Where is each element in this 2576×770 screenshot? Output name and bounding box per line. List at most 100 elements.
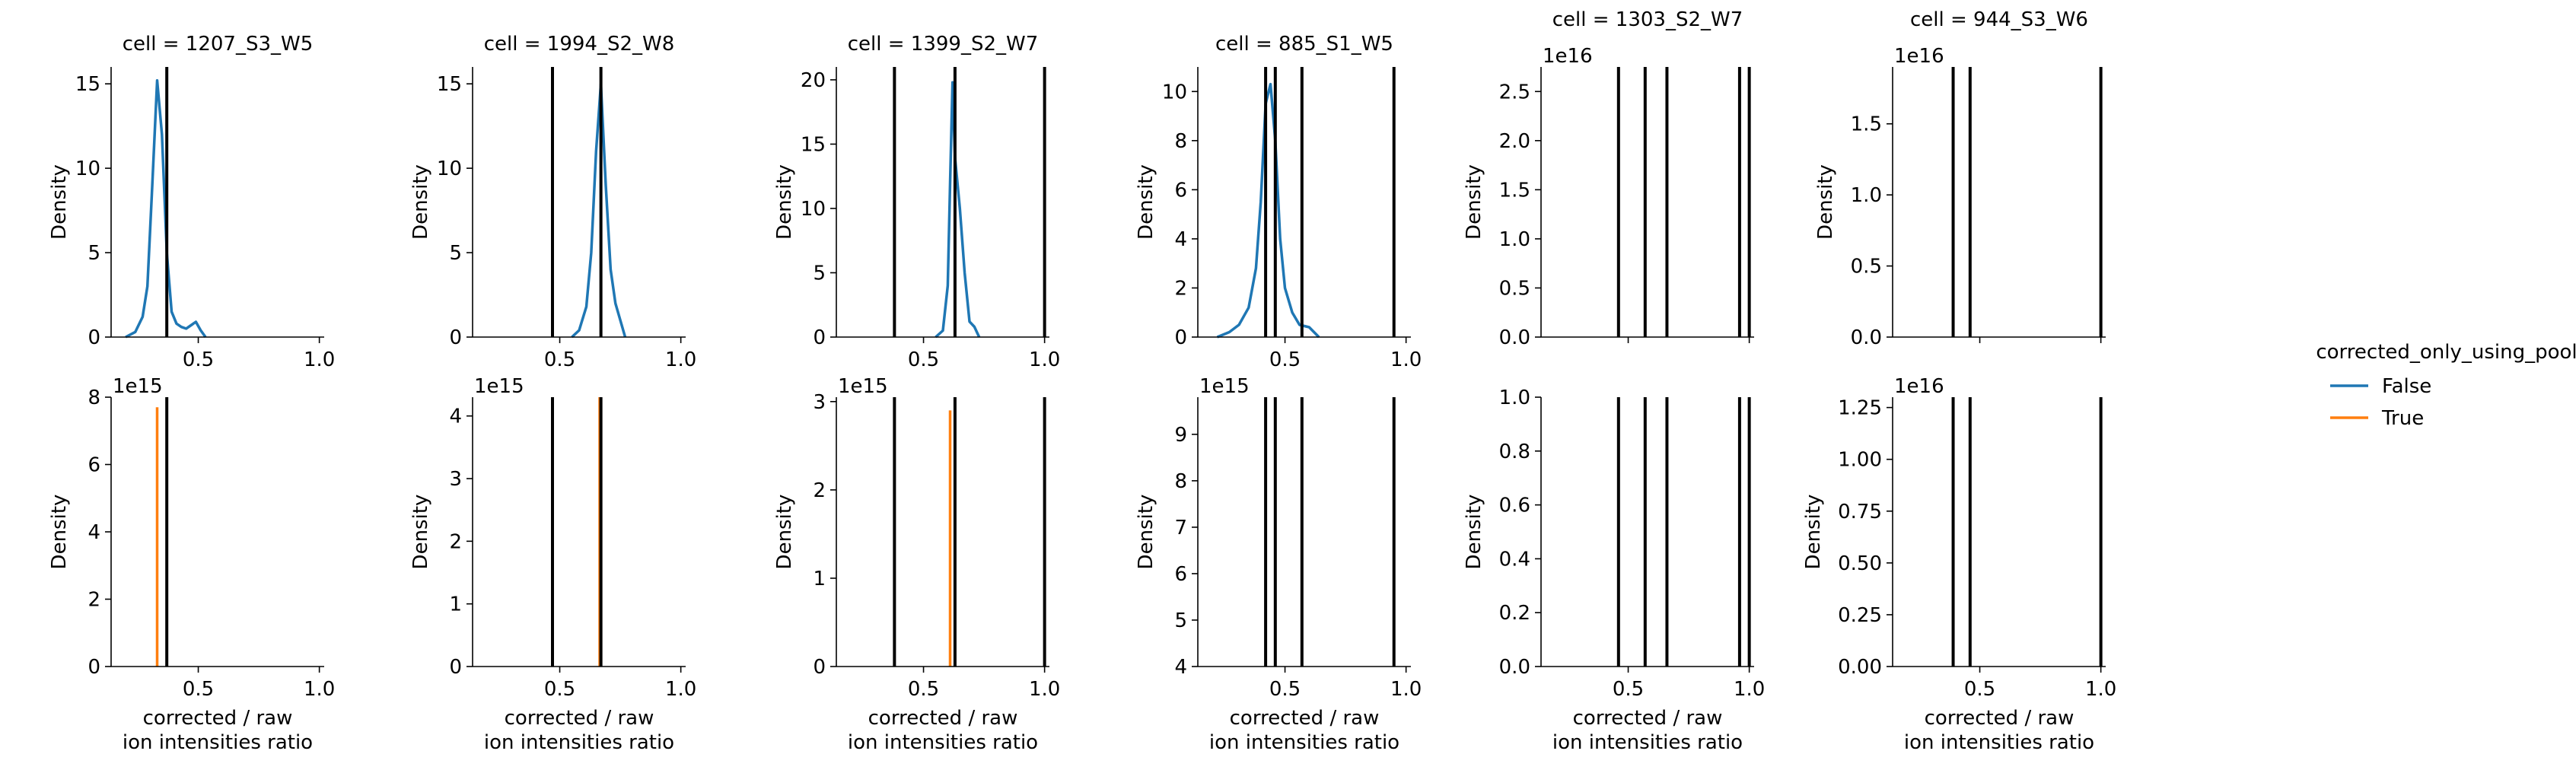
y-tick-label: 0.5 xyxy=(1499,277,1530,300)
x-tick-label: 1.0 xyxy=(1390,678,1422,701)
x-tick-label: 0.5 xyxy=(908,678,939,701)
y-tick-label: 10 xyxy=(75,158,100,180)
y-offset-text: 1e15 xyxy=(474,375,524,398)
y-tick-label: 15 xyxy=(437,73,462,96)
panel-title: cell = 944_S3_W6 xyxy=(1910,8,2088,31)
y-tick-label: 8 xyxy=(88,387,100,409)
panel-5: cell = 1303_S2_W7 0.0 0.5 1.0 1.5 2.0 2.5 1e16 D… xyxy=(1463,8,1754,349)
y-tick-label: 10 xyxy=(437,158,462,180)
panel-11: 0.0 0.2 0.4 0.6 0.8 1.0 0.5 1.0 Density corrected… xyxy=(1463,387,1765,754)
x-axis-label: ion intensities ratio xyxy=(1209,731,1399,754)
x-tick-label: 0.5 xyxy=(908,348,939,371)
y-tick-label: 4 xyxy=(1174,228,1187,251)
y-tick-label: 0 xyxy=(1174,326,1187,349)
y-tick-label: 0.0 xyxy=(1499,656,1530,679)
x-tick-label: 1.0 xyxy=(665,348,696,371)
y-axis-label: Density xyxy=(1135,495,1157,570)
panel-4: cell = 885_S1_W5 0 2 4 6 8 10 0.5 1.0 Density xyxy=(1135,33,1422,371)
y-tick-label: 15 xyxy=(801,133,826,156)
y-tick-label: 0.25 xyxy=(1838,604,1882,627)
y-tick-label: 5 xyxy=(88,242,100,265)
y-tick-label: 6 xyxy=(88,454,100,477)
y-tick-label: 2.5 xyxy=(1499,81,1530,103)
y-tick-label: 2 xyxy=(449,530,462,553)
y-axis-label: Density xyxy=(1135,164,1157,240)
y-offset-text: 1e16 xyxy=(1543,45,1593,68)
y-axis-label: Density xyxy=(773,164,796,240)
x-tick-label: 1.0 xyxy=(304,348,335,371)
y-tick-label: 6 xyxy=(1174,179,1187,202)
x-tick-label: 0.5 xyxy=(1269,348,1301,371)
x-axis-label: ion intensities ratio xyxy=(123,731,313,754)
y-tick-label: 2 xyxy=(813,479,826,502)
y-tick-label: 20 xyxy=(801,69,826,92)
x-axis-label: corrected / raw xyxy=(1230,707,1380,730)
series-false xyxy=(125,79,207,339)
legend: corrected_only_using_pool False True xyxy=(2316,341,2576,430)
y-tick-label: 3 xyxy=(449,468,462,491)
panel-9: 0 1 2 3 0.5 1.0 1e15 Density corrected / rawion … xyxy=(773,375,1060,754)
y-tick-label: 10 xyxy=(801,198,826,221)
y-axis-label: Density xyxy=(1463,495,1485,570)
x-axis-label: ion intensities ratio xyxy=(1904,731,2094,754)
y-axis-label: Density xyxy=(1802,495,1825,570)
x-tick-label: 0.5 xyxy=(183,678,214,701)
y-tick-label: 0 xyxy=(449,326,462,349)
y-tick-label: 6 xyxy=(1174,563,1187,586)
y-tick-label: 2 xyxy=(88,589,100,612)
y-offset-text: 1e15 xyxy=(1199,375,1250,398)
y-tick-label: 5 xyxy=(1174,609,1187,632)
x-axis-label: corrected / raw xyxy=(1925,707,2074,730)
panel-title: cell = 1399_S2_W7 xyxy=(848,33,1039,56)
y-tick-label: 2.0 xyxy=(1499,130,1530,153)
panel-8: 0 1 2 3 4 0.5 1.0 1e15 Density corrected / rawion… xyxy=(409,375,696,754)
y-tick-label: 4 xyxy=(1174,656,1187,679)
y-tick-label: 1 xyxy=(813,568,826,590)
panel-12: 0.00 0.25 0.50 0.75 1.00 1.25 0.5 1.0 1e16 Densit… xyxy=(1802,375,2116,754)
y-offset-text: 1e16 xyxy=(1894,45,1944,68)
y-tick-label: 4 xyxy=(88,521,100,544)
y-tick-label: 0 xyxy=(88,656,100,679)
y-tick-label: 7 xyxy=(1174,517,1187,539)
y-tick-label: 1.0 xyxy=(1499,387,1530,409)
y-axis-label: Density xyxy=(1814,164,1837,240)
panel-title: cell = 885_S1_W5 xyxy=(1215,33,1393,56)
series-false xyxy=(571,82,627,339)
panel-3: cell = 1399_S2_W7 0 5 10 15 20 0.5 1.0 Density xyxy=(773,33,1060,371)
panel-title: cell = 1994_S2_W8 xyxy=(484,33,675,56)
y-tick-label: 5 xyxy=(813,262,826,285)
y-tick-label: 4 xyxy=(449,406,462,428)
y-tick-label: 10 xyxy=(1162,81,1187,103)
y-tick-label: 5 xyxy=(449,242,462,265)
x-tick-label: 1.0 xyxy=(1390,348,1422,371)
y-tick-label: 0.8 xyxy=(1499,441,1530,463)
x-tick-label: 1.0 xyxy=(1029,348,1060,371)
x-axis-label: ion intensities ratio xyxy=(848,731,1038,754)
y-tick-label: 1.5 xyxy=(1499,179,1530,202)
series-false xyxy=(935,81,981,339)
y-tick-label: 8 xyxy=(1174,470,1187,493)
y-axis-label: Density xyxy=(409,164,432,240)
x-axis-label: ion intensities ratio xyxy=(484,731,674,754)
panel-title: cell = 1207_S3_W5 xyxy=(123,33,314,56)
x-tick-label: 0.5 xyxy=(544,348,575,371)
x-tick-label: 0.5 xyxy=(1964,678,1995,701)
x-tick-label: 0.5 xyxy=(1269,678,1301,701)
y-offset-text: 1e15 xyxy=(838,375,888,398)
y-tick-label: 8 xyxy=(1174,130,1187,153)
y-tick-label: 1.5 xyxy=(1851,113,1882,136)
x-tick-label: 0.5 xyxy=(183,348,214,371)
y-tick-label: 0.75 xyxy=(1838,501,1882,523)
x-tick-label: 1.0 xyxy=(304,678,335,701)
x-axis-label: corrected / raw xyxy=(505,707,654,730)
y-tick-label: 0.4 xyxy=(1499,548,1530,571)
y-tick-label: 3 xyxy=(813,391,826,414)
y-tick-label: 0.0 xyxy=(1851,326,1882,349)
y-tick-label: 9 xyxy=(1174,424,1187,447)
y-tick-label: 0.0 xyxy=(1499,326,1530,349)
y-offset-text: 1e15 xyxy=(113,375,163,398)
legend-label-false: False xyxy=(2382,375,2431,398)
panel-6: cell = 944_S3_W6 0.0 0.5 1.0 1.5 1e16 Density xyxy=(1814,8,2106,349)
x-axis-label: corrected / raw xyxy=(868,707,1018,730)
legend-title: corrected_only_using_pool xyxy=(2316,341,2576,364)
